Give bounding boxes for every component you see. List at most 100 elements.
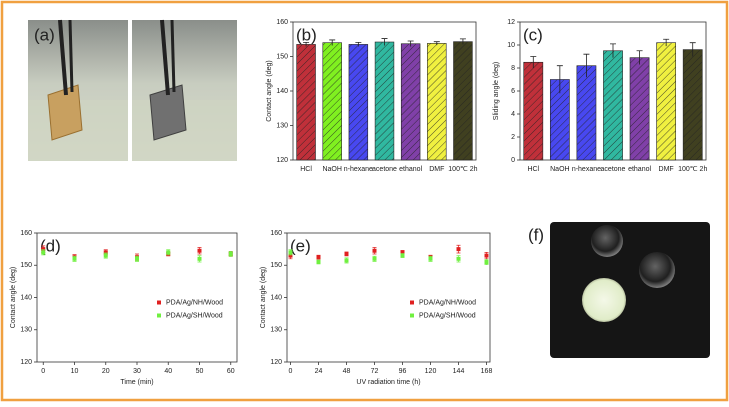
x-tick-label: 72 <box>371 368 379 375</box>
legend-label: PDA/Ag/NH/Wood <box>166 299 223 306</box>
x-tick-label: 168 <box>481 368 493 375</box>
point <box>344 258 349 263</box>
photo-a <box>28 19 237 161</box>
x-tick-label: n-hexane <box>572 166 601 173</box>
y-tick-label: 150 <box>270 262 282 269</box>
point <box>456 256 461 261</box>
point <box>72 256 77 261</box>
point <box>103 250 108 255</box>
error-bar <box>663 38 670 47</box>
panel-label: (a) <box>34 25 55 44</box>
point <box>344 251 349 256</box>
y-axis-label: Contact angle (deg) <box>266 60 273 121</box>
point <box>288 250 293 255</box>
point <box>166 250 171 255</box>
bar <box>427 43 447 161</box>
panel-label: (f) <box>528 225 544 244</box>
x-tick-label: 50 <box>196 368 204 375</box>
error-bar <box>636 50 643 65</box>
bar <box>400 43 421 161</box>
x-tick-label: 30 <box>133 368 141 375</box>
point <box>288 253 293 258</box>
legend-marker <box>410 313 414 318</box>
error-bar <box>556 65 563 94</box>
y-tick-label: 130 <box>270 327 282 334</box>
x-tick-label: NaOH <box>550 166 569 173</box>
x-axis-label: UV radiation time (h) <box>356 379 420 386</box>
x-tick-label: 100℃ 2h <box>448 166 477 173</box>
y-tick-label: 6 <box>511 88 515 95</box>
x-tick-label: acetone <box>372 166 397 173</box>
x-tick-label: 0 <box>41 368 45 375</box>
point <box>428 256 433 261</box>
error-bar <box>610 43 616 58</box>
point <box>400 253 405 258</box>
point <box>197 256 202 261</box>
legend-marker <box>410 300 414 305</box>
y-tick-label: 140 <box>270 294 282 301</box>
legend-marker <box>157 313 161 318</box>
y-tick-label: 8 <box>511 65 515 72</box>
error-bar <box>583 53 590 78</box>
error-bar <box>329 39 336 46</box>
y-axis-label: Contact angle (deg) <box>260 267 267 328</box>
x-tick-label: HCl <box>300 166 312 173</box>
x-tick-label: 60 <box>227 368 235 375</box>
y-tick-label: 2 <box>511 134 515 141</box>
legend-label: PDA/Ag/NH/Wood <box>419 299 476 306</box>
error-bar <box>459 38 466 45</box>
bar <box>656 42 677 161</box>
error-bar <box>689 42 696 57</box>
panel-label: (b) <box>296 25 317 44</box>
x-tick-label: 144 <box>453 368 465 375</box>
bar <box>296 44 316 161</box>
x-tick-label: n-hexane <box>344 166 373 173</box>
x-tick-label: 96 <box>399 368 407 375</box>
x-tick-label: 40 <box>164 368 172 375</box>
bar <box>576 65 597 161</box>
x-tick-label: ethanol <box>399 166 422 173</box>
x-tick-label: 10 <box>71 368 79 375</box>
bar <box>348 44 369 161</box>
y-tick-label: 120 <box>270 359 282 366</box>
x-tick-label: 20 <box>102 368 110 375</box>
y-tick-label: 120 <box>276 157 288 164</box>
bar <box>682 49 703 161</box>
bar <box>603 50 623 161</box>
x-tick-label: 24 <box>315 368 323 375</box>
panel-label: (c) <box>523 25 543 44</box>
point <box>372 256 377 261</box>
point <box>456 247 461 252</box>
y-tick-label: 150 <box>276 53 288 60</box>
error-bar <box>433 41 440 46</box>
x-tick-label: acetone <box>601 166 626 173</box>
x-tick-label: DMF <box>659 166 674 173</box>
legend-marker <box>157 300 161 305</box>
point <box>228 251 233 256</box>
bar <box>453 41 473 161</box>
y-tick-label: 140 <box>276 88 288 95</box>
x-tick-label: 0 <box>289 368 293 375</box>
y-axis-label: Sliding angle (deg) <box>493 62 500 120</box>
panel-label: (e) <box>290 236 311 255</box>
y-tick-label: 0 <box>511 157 515 164</box>
y-tick-label: 10 <box>507 42 515 49</box>
point <box>484 253 489 258</box>
x-tick-label: NaOH <box>322 166 341 173</box>
plot-frame <box>286 232 491 363</box>
plot-frame <box>36 232 238 363</box>
y-tick-label: 130 <box>276 122 288 129</box>
error-bar <box>530 56 537 68</box>
error-bar <box>355 41 362 47</box>
point <box>41 250 46 255</box>
x-axis-label: Time (min) <box>120 379 153 386</box>
y-tick-label: 150 <box>20 262 32 269</box>
photo-f <box>550 222 710 358</box>
error-bar <box>303 41 310 47</box>
point <box>103 253 108 258</box>
y-tick-label: 160 <box>20 230 32 237</box>
y-axis-label: Contact angle (deg) <box>10 267 17 328</box>
error-bar <box>407 40 414 47</box>
